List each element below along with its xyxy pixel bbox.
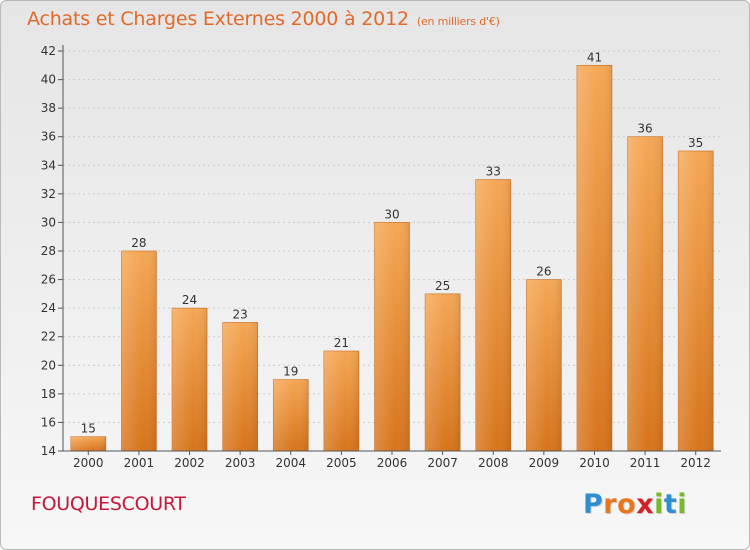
logo-letter: x [636, 489, 655, 520]
x-tick-label: 2010 [579, 456, 610, 470]
y-tick-label: 18 [41, 387, 56, 401]
data-label: 21 [334, 336, 349, 350]
logo-letter: t [663, 489, 678, 520]
x-tick-label: 2005 [326, 456, 357, 470]
y-tick-label: 26 [41, 273, 56, 287]
bar-highlight [172, 308, 208, 451]
y-tick-label: 20 [41, 358, 56, 372]
data-label: 33 [486, 165, 501, 179]
x-tick-label: 2001 [124, 456, 155, 470]
x-tick-label: 2004 [275, 456, 306, 470]
data-label: 24 [182, 293, 197, 307]
y-tick-label: 30 [41, 215, 56, 229]
bar-highlight [323, 351, 359, 451]
y-tick-label: 34 [41, 158, 56, 172]
bar-highlight [70, 436, 106, 451]
logo-letter: r [603, 489, 618, 520]
x-tick-label: 2006 [377, 456, 408, 470]
x-tick-label: 2000 [73, 456, 104, 470]
data-label: 41 [587, 50, 602, 64]
bar-highlight [121, 251, 157, 451]
data-label: 15 [81, 422, 96, 436]
proxiti-logo: Proxiti [583, 489, 687, 520]
data-label: 28 [131, 236, 146, 250]
data-label: 19 [283, 365, 298, 379]
y-tick-label: 40 [41, 73, 56, 87]
x-tick-label: 2011 [630, 456, 661, 470]
title-text: Achats et Charges Externes 2000 à 2012 [27, 8, 409, 30]
y-tick-label: 22 [41, 330, 56, 344]
logo-letter: o [617, 489, 637, 520]
logo-letter: i [677, 489, 688, 520]
axes: 14 16 18 20 22 24 26 28 30 32 34 36 38 40 42 2000 2001 20… [41, 44, 721, 470]
town-name: FOUQUESCOURT [31, 493, 186, 515]
logo-letter: P [583, 489, 604, 520]
y-tick-label: 16 [41, 415, 56, 429]
bar-highlight [425, 293, 461, 451]
data-label: 30 [384, 207, 399, 221]
y-tick-label: 36 [41, 130, 56, 144]
x-tick-label: 2008 [478, 456, 509, 470]
data-labels: 15 28 24 23 19 21 30 25 33 26 41 36 35 [81, 50, 704, 435]
y-tick-label: 24 [41, 301, 56, 315]
data-label: 23 [233, 307, 248, 321]
bar-highlight [627, 136, 663, 451]
bar-highlight [374, 222, 410, 451]
y-tick-label: 28 [41, 244, 56, 258]
data-label: 26 [536, 265, 551, 279]
y-tick-label: 14 [41, 444, 56, 458]
x-tick-label: 2003 [225, 456, 256, 470]
x-tick-label: 2002 [174, 456, 205, 470]
bars [70, 64, 714, 452]
y-tick-label: 32 [41, 187, 56, 201]
chart-subtitle: (en milliers d'€) [416, 15, 500, 28]
logo-letter: i [654, 489, 664, 520]
bar-highlight [273, 379, 309, 451]
y-tick-label: 38 [41, 101, 56, 115]
data-label: 25 [435, 279, 450, 293]
y-tick-label: 42 [41, 44, 56, 58]
x-tick-label: 2007 [427, 456, 458, 470]
data-label: 36 [637, 122, 652, 136]
bar-highlight [222, 322, 258, 451]
data-label: 35 [688, 136, 703, 150]
x-tick-label: 2009 [529, 456, 560, 470]
chart-title: Achats et Charges Externes 2000 à 2012 (e… [27, 8, 500, 30]
bar-highlight [526, 279, 562, 451]
bar-highlight [475, 179, 511, 452]
x-tick-label: 2012 [680, 456, 711, 470]
bar-highlight [678, 151, 714, 451]
bar-highlight [576, 65, 612, 452]
